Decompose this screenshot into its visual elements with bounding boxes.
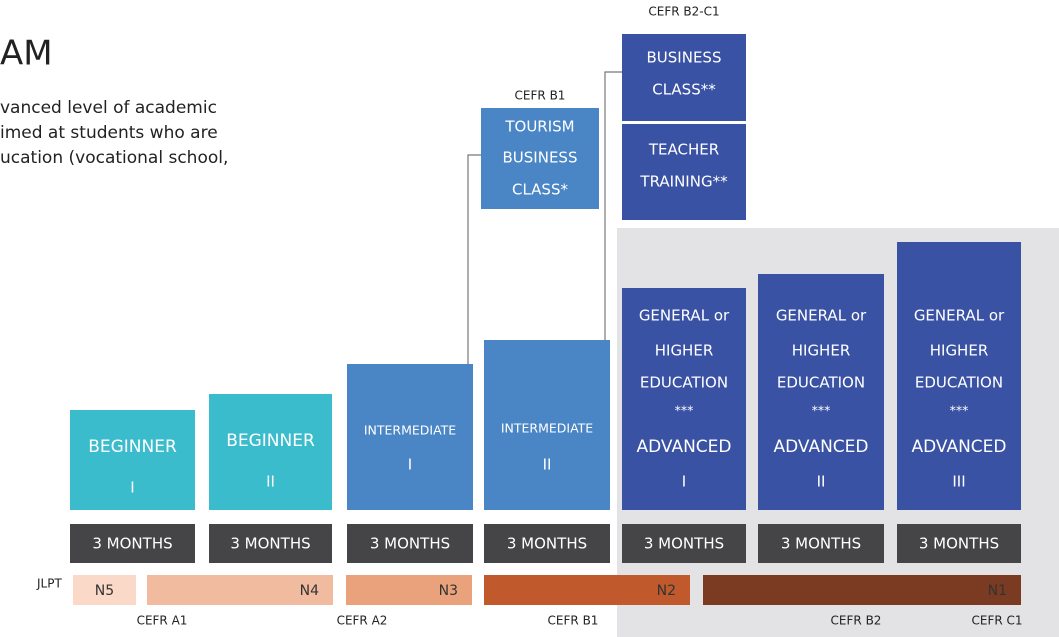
- duration-text: 3 MONTHS: [644, 535, 724, 553]
- duration-bar: [484, 524, 610, 563]
- connector: [604, 71, 622, 340]
- box-text: II: [266, 473, 275, 491]
- duration-text: 3 MONTHS: [507, 535, 587, 553]
- jlpt-bar: [147, 575, 333, 605]
- jlpt-bar: [346, 575, 472, 605]
- duration-bar: [70, 524, 195, 563]
- box-text: EDUCATION: [915, 374, 1003, 392]
- cefr-label: CEFR B2: [831, 614, 882, 628]
- course-box: [897, 242, 1021, 510]
- box-text: II: [543, 456, 552, 474]
- jlpt-label: JLPT: [36, 577, 62, 591]
- course-box: [484, 340, 610, 510]
- jlpt-level: N5: [95, 583, 114, 599]
- box-text: INTERMEDIATE: [364, 423, 456, 438]
- box-text: CLASS**: [652, 81, 716, 99]
- intro-line: imed at students who are: [0, 123, 218, 143]
- box-text: ADVANCED: [773, 437, 868, 457]
- duration-bar: [209, 524, 332, 563]
- box-text: I: [682, 473, 686, 491]
- box-text: ***: [812, 403, 831, 418]
- box-text: TOURISM: [504, 118, 574, 136]
- box-text: BEGINNER: [226, 431, 315, 451]
- box-text: HIGHER: [792, 342, 851, 360]
- box-text: GENERAL or: [914, 307, 1005, 325]
- box-text: ***: [675, 403, 694, 418]
- intro-line: vanced level of academic: [0, 98, 217, 118]
- cefr-label: CEFR A1: [137, 614, 188, 628]
- course-box: [622, 124, 746, 220]
- jlpt-level: N2: [657, 583, 676, 599]
- duration-text: 3 MONTHS: [370, 535, 450, 553]
- box-text: ADVANCED: [636, 437, 731, 457]
- course-box: [481, 108, 599, 209]
- box-text: HIGHER: [930, 342, 989, 360]
- jlpt-level: N3: [439, 583, 458, 599]
- jlpt-bar: [73, 575, 136, 605]
- duration-bar: [897, 524, 1021, 563]
- duration-bar: [622, 524, 746, 563]
- box-text: HIGHER: [655, 342, 714, 360]
- cefr-label: CEFR C1: [971, 614, 1022, 628]
- title: AM: [0, 34, 53, 74]
- box-text: GENERAL or: [776, 307, 867, 325]
- box-text: BEGINNER: [88, 437, 177, 457]
- duration-bar: [758, 524, 884, 563]
- box-text: ***: [950, 403, 969, 418]
- duration-bar: [347, 524, 473, 563]
- jlpt-level: N1: [988, 583, 1007, 599]
- box-text: BUSINESS: [647, 49, 722, 67]
- box-text: II: [817, 473, 826, 491]
- box-text: I: [408, 456, 412, 474]
- box-text: TEACHER: [648, 141, 719, 159]
- jlpt-level: N4: [300, 583, 319, 599]
- box-text: III: [952, 473, 965, 491]
- cefr-label: CEFR A2: [337, 614, 388, 628]
- cefr-label: CEFR B1: [548, 614, 599, 628]
- level-label: CEFR B1: [515, 89, 566, 103]
- box-text: INTERMEDIATE: [501, 421, 593, 436]
- box-text: TRAINING**: [639, 173, 728, 191]
- box-text: CLASS*: [512, 181, 568, 199]
- course-box: [209, 394, 332, 510]
- duration-text: 3 MONTHS: [92, 535, 172, 553]
- box-text: BUSINESS: [503, 149, 578, 167]
- intro-line: ucation (vocational school,: [0, 148, 228, 168]
- box-text: I: [130, 479, 134, 497]
- box-text: ADVANCED: [911, 437, 1006, 457]
- duration-text: 3 MONTHS: [919, 535, 999, 553]
- course-box: [70, 410, 195, 510]
- box-text: EDUCATION: [640, 374, 728, 392]
- course-box: [347, 364, 473, 510]
- jlpt-bar: [703, 575, 1021, 605]
- level-label: CEFR B2-C1: [648, 5, 719, 19]
- box-text: GENERAL or: [639, 307, 730, 325]
- course-box: [622, 288, 746, 510]
- connector: [467, 154, 481, 364]
- course-box: [622, 34, 746, 121]
- course-box: [758, 274, 884, 510]
- jlpt-bar: [484, 575, 690, 605]
- box-text: EDUCATION: [777, 374, 865, 392]
- duration-text: 3 MONTHS: [230, 535, 310, 553]
- duration-text: 3 MONTHS: [781, 535, 861, 553]
